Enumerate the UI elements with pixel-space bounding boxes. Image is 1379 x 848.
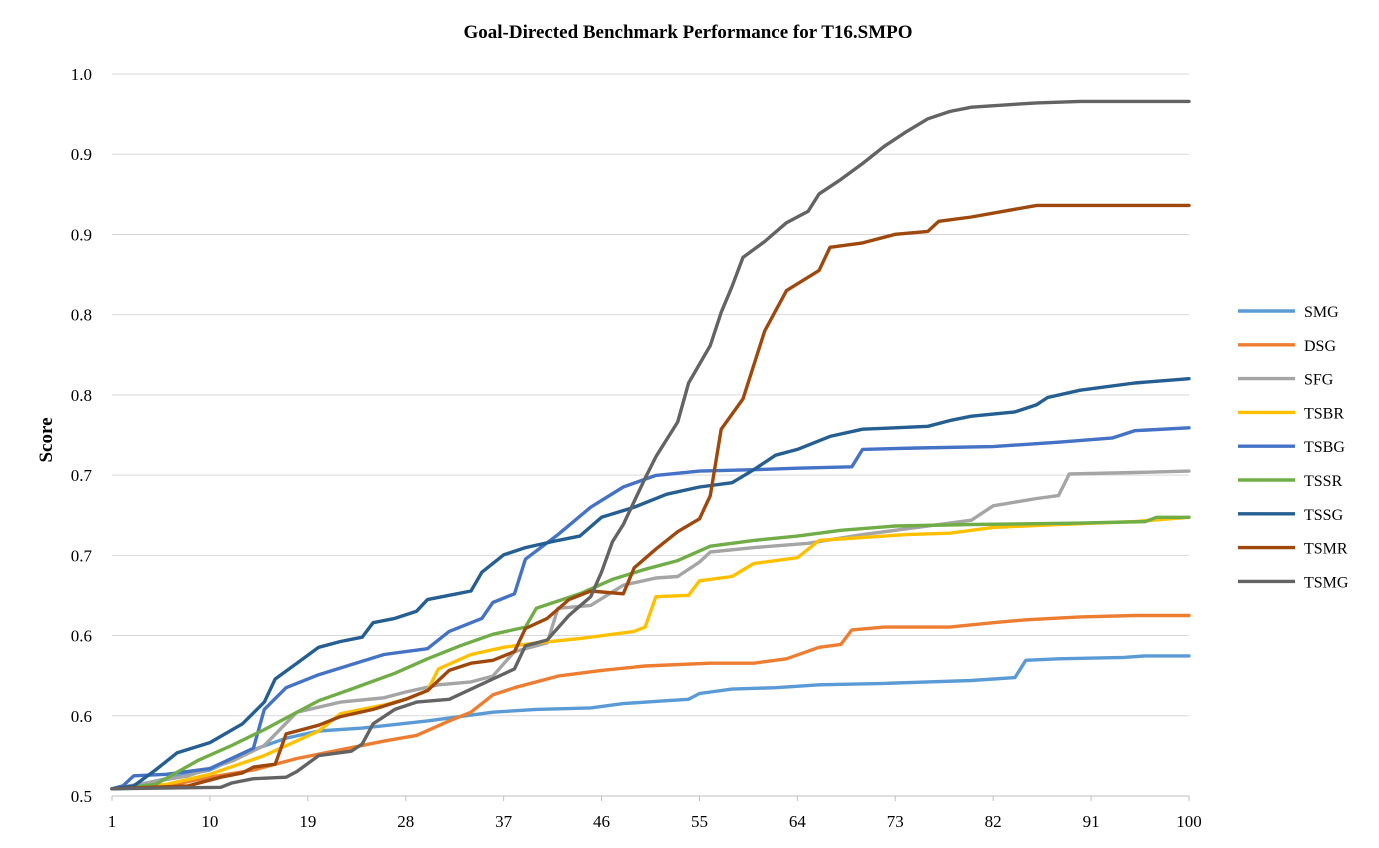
x-tick-label: 91: [1083, 812, 1100, 831]
series-line-smg: [110, 654, 1191, 791]
series-line-tssr: [110, 515, 1191, 791]
gridlines: [112, 73, 1189, 797]
y-tick-label: 0.5: [71, 787, 92, 806]
y-tick-label: 1.0: [71, 65, 92, 84]
y-axis-label: Score: [36, 417, 57, 462]
x-tick-label: 64: [789, 812, 807, 831]
series-line-tssg: [110, 377, 1191, 791]
legend-label-tssr: TSSR: [1304, 473, 1343, 490]
legend-label-tsbg: TSBG: [1304, 439, 1345, 456]
y-axis-ticks: 0.5 0.6 0.6 0.7 0.7 0.8 0.8 0.9 0.9 1.0: [71, 65, 93, 806]
y-tick-label: 0.7: [71, 466, 93, 485]
series-line-tsmg: [110, 99, 1191, 791]
x-tick-label: 1: [108, 812, 117, 831]
y-tick-label: 0.8: [71, 306, 92, 325]
y-tick-label: 0.6: [71, 707, 92, 726]
x-tick-label: 82: [985, 812, 1002, 831]
legend-label-tsmg: TSMG: [1304, 574, 1349, 591]
x-tick-label: 10: [201, 812, 218, 831]
x-tick-label: 100: [1176, 812, 1202, 831]
legend-label-tsmr: TSMR: [1304, 541, 1348, 558]
y-tick-label: 0.9: [71, 145, 92, 164]
legend-label-sfg: SFG: [1304, 372, 1334, 389]
x-tick-label: 55: [691, 812, 708, 831]
series-line-tsbg: [110, 426, 1191, 791]
x-tick-label: 28: [397, 812, 414, 831]
series-line-tsbr: [110, 515, 1191, 791]
legend-label-tsbr: TSBR: [1304, 405, 1344, 422]
legend: SMG DSG SFG TSBR TSBG TSSR TSSG TSMR TSMG: [1238, 304, 1349, 591]
series-line-sfg: [110, 469, 1191, 791]
legend-label-dsg: DSG: [1304, 338, 1336, 355]
legend-label-tssg: TSSG: [1304, 507, 1344, 524]
x-tick-label: 73: [887, 812, 904, 831]
y-tick-label: 0.6: [71, 627, 92, 646]
x-axis-ticks: 1 10 19 28 37 46 55 64 73 82 91 100: [108, 796, 1202, 831]
chart-title: Goal-Directed Benchmark Performance for …: [463, 22, 912, 43]
y-tick-label: 0.8: [71, 386, 92, 405]
legend-label-smg: SMG: [1304, 304, 1339, 321]
y-tick-label: 0.7: [71, 546, 93, 565]
y-tick-label: 0.9: [71, 225, 92, 244]
series-line-tsmr: [110, 203, 1191, 791]
x-tick-label: 19: [299, 812, 316, 831]
x-tick-label: 46: [593, 812, 610, 831]
x-tick-label: 37: [495, 812, 513, 831]
series-lines: [110, 99, 1191, 791]
